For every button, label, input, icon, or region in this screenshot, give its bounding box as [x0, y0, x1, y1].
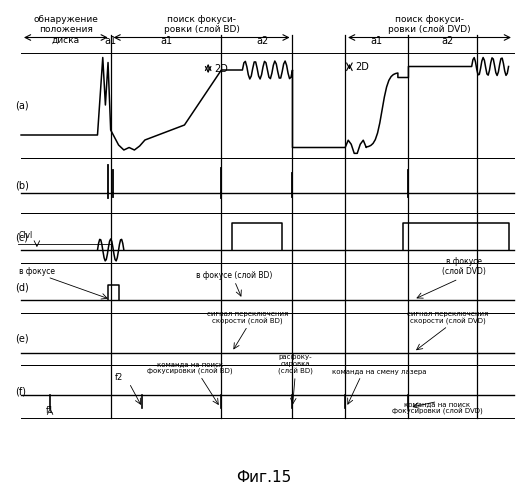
- Text: в фокусе
(слой DVD): в фокусе (слой DVD): [442, 256, 486, 276]
- Text: команда на поиск
фокусировки (слой DVD): команда на поиск фокусировки (слой DVD): [392, 401, 483, 415]
- Text: Фиг.15: Фиг.15: [236, 470, 291, 485]
- Text: 2D: 2D: [356, 62, 369, 72]
- Text: сигнал переключения
скорости (слой BD): сигнал переключения скорости (слой BD): [207, 311, 288, 325]
- Text: (a): (a): [15, 100, 28, 110]
- Text: (b): (b): [15, 180, 28, 190]
- Text: Clvl: Clvl: [18, 231, 33, 240]
- Text: f2: f2: [114, 374, 123, 382]
- Text: (e): (e): [15, 334, 28, 344]
- Text: (d): (d): [15, 282, 28, 292]
- Text: a1: a1: [104, 36, 117, 46]
- Text: (f): (f): [15, 386, 26, 396]
- Text: 2D: 2D: [214, 64, 228, 74]
- Text: расфоку-
сировка
(слой BD): расфоку- сировка (слой BD): [278, 354, 313, 375]
- Text: (c): (c): [15, 232, 28, 242]
- Text: f1: f1: [46, 406, 54, 415]
- Text: a1: a1: [160, 36, 172, 46]
- Text: a1: a1: [370, 36, 383, 46]
- Text: команда на поиск
фокусировки (слой BD): команда на поиск фокусировки (слой BD): [147, 361, 232, 375]
- Text: поиск фокуси-
ровки (слой DVD): поиск фокуси- ровки (слой DVD): [388, 15, 471, 34]
- Text: в фокусе: в фокусе: [19, 267, 55, 276]
- Text: команда на смену лазера: команда на смену лазера: [332, 369, 427, 375]
- Text: сигнал переключения
скорости (слой DVD): сигнал переключения скорости (слой DVD): [407, 311, 489, 325]
- Text: в фокусе (слой BD): в фокусе (слой BD): [197, 271, 272, 280]
- Text: a2: a2: [256, 36, 268, 46]
- Text: обнаружение
положения
диска: обнаружение положения диска: [33, 15, 99, 45]
- Text: a2: a2: [442, 36, 454, 46]
- Text: поиск фокуси-
ровки (слой BD): поиск фокуси- ровки (слой BD): [164, 15, 239, 34]
